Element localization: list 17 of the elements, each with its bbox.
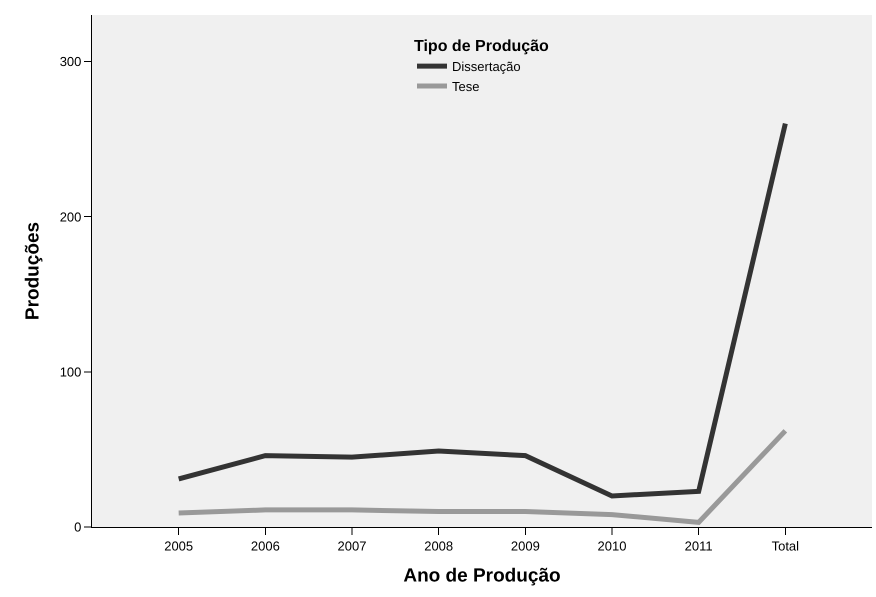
x-tick-label: 2009: [510, 538, 540, 554]
y-axis-title: Produções: [22, 222, 44, 320]
x-tick-label: 2010: [598, 538, 626, 554]
x-tick-label: 2007: [338, 538, 366, 554]
y-tick-label: 300: [60, 54, 82, 70]
x-tick-label: 2011: [684, 538, 713, 554]
legend-label: Dissertação: [452, 59, 521, 74]
y-tick-label: 200: [60, 209, 82, 224]
x-tick-label: 2006: [250, 538, 280, 554]
x-tick-label: Total: [772, 538, 800, 554]
y-tick-label: 0: [74, 520, 82, 535]
y-tick-label: 100: [60, 364, 82, 380]
x-axis-title: Ano de Produção: [403, 565, 561, 586]
legend-label: Tese: [452, 79, 480, 94]
x-tick-label: 2005: [164, 538, 194, 554]
x-tick-label: 2008: [424, 538, 454, 554]
legend-title: Tipo de Produção: [414, 38, 550, 56]
